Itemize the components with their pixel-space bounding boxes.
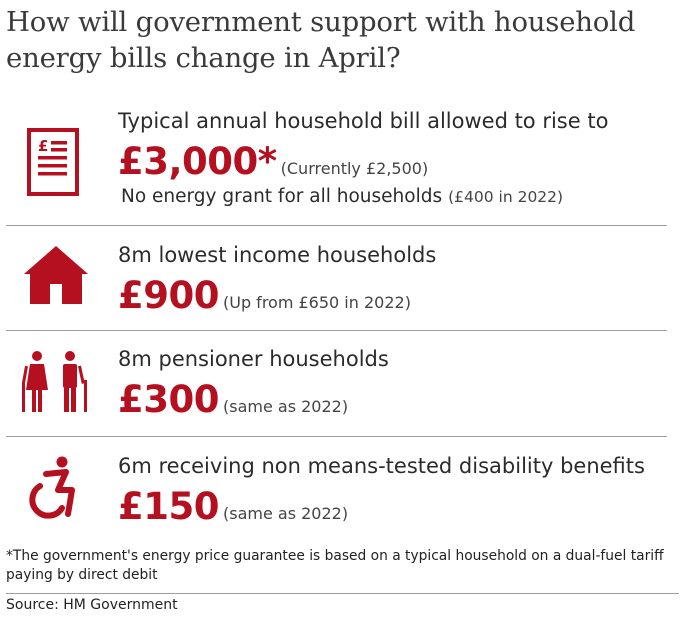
divider bbox=[6, 436, 667, 437]
grant-text: No energy grant for all households bbox=[121, 186, 443, 207]
bill-note: (Currently £2,500) bbox=[280, 159, 429, 178]
low-income-description: 8m lowest income households bbox=[118, 243, 437, 267]
low-income-amount-line: £900 (Up from £650 in 2022) bbox=[118, 274, 411, 317]
divider bbox=[6, 330, 667, 331]
disability-amount: £150 bbox=[118, 485, 219, 528]
grant-note: (£400 in 2022) bbox=[448, 188, 564, 206]
pensioner-amount-line: £300 (same as 2022) bbox=[118, 378, 348, 421]
low-income-amount: £900 bbox=[118, 274, 219, 317]
low-income-note: (Up from £650 in 2022) bbox=[222, 293, 411, 312]
disability-note: (same as 2022) bbox=[222, 504, 349, 523]
source-credit: Source: HM Government bbox=[6, 597, 178, 613]
disability-amount-line: £150 (same as 2022) bbox=[118, 485, 348, 528]
bill-amount-line: £3,000* (Currently £2,500) bbox=[118, 140, 428, 183]
grant-line: No energy grant for all households (£400 … bbox=[121, 186, 563, 207]
pensioners-icon bbox=[22, 351, 87, 412]
svg-text:£: £ bbox=[38, 137, 48, 155]
footnote: *The government's energy price guarantee… bbox=[6, 548, 664, 583]
pensioner-description: 8m pensioner households bbox=[118, 347, 389, 371]
disability-description: 6m receiving non means-tested disability… bbox=[118, 454, 645, 478]
pensioner-amount: £300 bbox=[118, 378, 219, 421]
pensioner-note: (same as 2022) bbox=[222, 397, 349, 416]
bill-amount: £3,000* bbox=[118, 140, 277, 183]
divider bbox=[6, 593, 679, 594]
page-title: How will government support with househo… bbox=[6, 6, 636, 74]
wheelchair-icon bbox=[29, 456, 75, 519]
house-icon bbox=[24, 246, 88, 304]
bill-document-icon: £ bbox=[27, 128, 79, 196]
divider bbox=[6, 225, 667, 226]
bill-description: Typical annual household bill allowed to… bbox=[118, 109, 609, 133]
